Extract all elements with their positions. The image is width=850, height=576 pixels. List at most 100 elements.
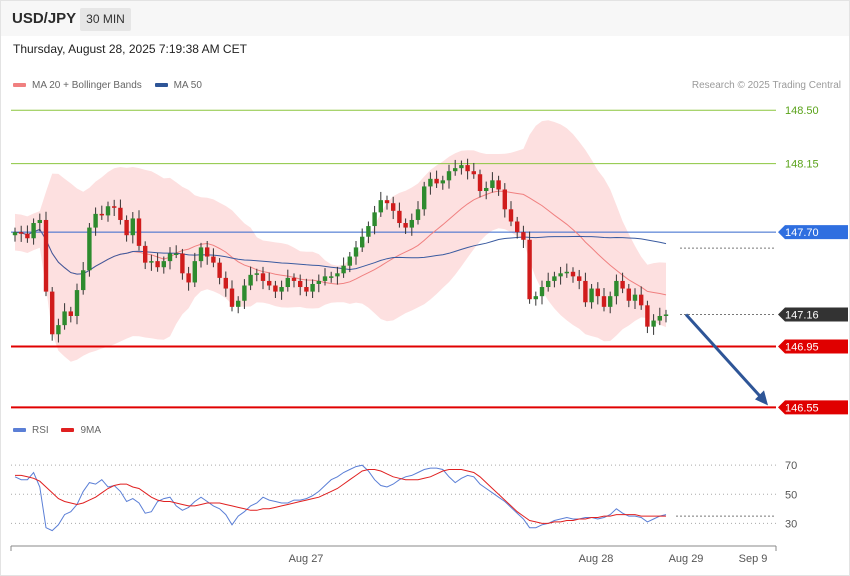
- candle-body: [533, 296, 538, 300]
- candle-body: [378, 200, 383, 213]
- candle-body: [291, 277, 297, 281]
- candle-body: [19, 232, 24, 234]
- candle-body: [87, 227, 92, 271]
- candle-body: [322, 276, 328, 281]
- candle-body: [558, 273, 563, 277]
- last-price-tag: [778, 307, 848, 322]
- candle-body: [645, 305, 650, 327]
- candle-body: [124, 219, 129, 236]
- candle-body: [564, 271, 569, 274]
- candle-body: [155, 261, 160, 268]
- support-tag: [778, 400, 848, 415]
- legend-item-rsi: RSI: [13, 425, 49, 436]
- candle-body: [105, 206, 111, 216]
- candle-body: [192, 261, 197, 283]
- legend-item-ma20: MA 20 + Bollinger Bands: [13, 80, 142, 91]
- candle-body: [459, 165, 464, 169]
- candle-body: [552, 276, 557, 281]
- candle-body: [248, 274, 253, 286]
- candle-body: [335, 273, 340, 277]
- candle-body: [589, 288, 594, 303]
- candle-body: [161, 261, 166, 268]
- candle-body: [484, 187, 489, 192]
- candle-body: [50, 291, 55, 335]
- rsi-tick-label: 70: [785, 460, 797, 472]
- candle-body: [99, 213, 104, 216]
- x-tick-label: Sep 9: [739, 553, 768, 565]
- legend-item-ma50: MA 50: [154, 80, 202, 91]
- candle-body: [465, 165, 470, 172]
- candle-body: [415, 209, 421, 220]
- candle-body: [267, 280, 272, 286]
- candle-body: [372, 212, 377, 227]
- support-tag: [778, 339, 848, 354]
- candle-body: [31, 223, 36, 239]
- candle-body: [93, 213, 98, 228]
- candle-body: [304, 287, 309, 292]
- chart-datetime: Thursday, August 28, 2025 7:19:38 AM CET: [13, 42, 247, 56]
- timeframe-badge[interactable]: 30 MIN: [80, 8, 131, 31]
- candle-body: [143, 245, 148, 263]
- candle-body: [446, 171, 452, 181]
- candle-body: [223, 277, 228, 289]
- candle-body: [428, 178, 433, 187]
- support-label: 146.95: [785, 341, 819, 353]
- candle-body: [657, 315, 662, 321]
- ma50-line: [14, 228, 667, 275]
- candle-body: [174, 253, 179, 255]
- candle-body: [608, 296, 613, 307]
- candle-body: [186, 273, 191, 283]
- candle-body: [502, 189, 507, 210]
- candle-body: [663, 314, 669, 316]
- candle-body: [471, 171, 476, 175]
- resistance-label: 148.50: [785, 105, 819, 117]
- candle-body: [391, 203, 396, 211]
- candle-body: [229, 288, 235, 307]
- legend-label-ma20: MA 20 + Bollinger Bands: [32, 80, 142, 91]
- x-tick-label: Aug 27: [289, 553, 324, 565]
- candle-body: [397, 210, 402, 224]
- candle-body: [347, 256, 352, 266]
- candle-body: [508, 209, 514, 222]
- candle-body: [601, 296, 607, 307]
- rsi-tick-label: 50: [785, 489, 797, 501]
- candle-body: [329, 276, 334, 278]
- candle-body: [360, 236, 365, 248]
- candle-body: [384, 200, 390, 204]
- candle-body: [273, 285, 278, 292]
- x-tick-label: Aug 28: [579, 553, 614, 565]
- price-legend: MA 20 + Bollinger Bands MA 50: [13, 80, 202, 91]
- candle-body: [521, 232, 526, 240]
- candle-body: [539, 287, 545, 297]
- candle-body: [570, 271, 576, 277]
- candle-body: [434, 178, 439, 184]
- candle-body: [56, 325, 61, 335]
- legend-swatch-ma50: [154, 83, 168, 88]
- rsi-9ma-line: [15, 469, 666, 524]
- forecast-arrow-line: [684, 313, 764, 400]
- legend-label-9ma: 9MA: [80, 425, 102, 436]
- candle-body: [626, 288, 631, 301]
- candle-body: [149, 261, 154, 263]
- candle-body: [477, 174, 483, 192]
- candle-body: [25, 233, 30, 239]
- candle-body: [74, 290, 80, 316]
- candle-body: [211, 256, 216, 263]
- candle-body: [614, 280, 619, 297]
- candle-body: [632, 294, 638, 301]
- legend-label-ma50: MA 50: [173, 80, 202, 91]
- candle-body: [341, 265, 346, 274]
- candle-body: [217, 262, 222, 278]
- rsi-tick-label: 30: [785, 518, 797, 530]
- candle-body: [527, 239, 532, 300]
- candle-body: [43, 219, 49, 292]
- candle-body: [409, 219, 414, 228]
- candle-body: [440, 180, 445, 184]
- candle-body: [236, 300, 241, 307]
- legend-swatch-rsi: [13, 428, 26, 433]
- candle-body: [577, 276, 582, 281]
- candle-body: [316, 280, 321, 284]
- candle-body: [260, 273, 266, 281]
- candle-body: [279, 287, 284, 292]
